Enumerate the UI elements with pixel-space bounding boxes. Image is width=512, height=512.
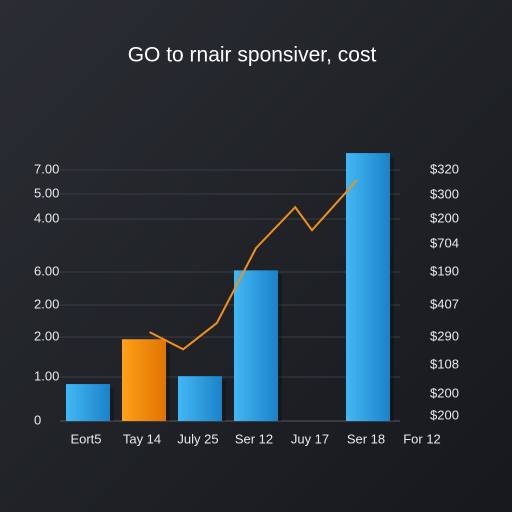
bar — [66, 384, 110, 421]
y-axis-label: 4.00 — [34, 210, 59, 225]
line — [149, 179, 358, 351]
bar — [234, 270, 278, 421]
y2-axis-label: $108 — [430, 356, 459, 371]
y-axis-label: 0 — [34, 412, 41, 427]
x-tick-label: Ser 12 — [235, 431, 273, 446]
x-tick-label: Tay 14 — [123, 431, 161, 446]
y2-axis-label: $290 — [430, 328, 459, 343]
y-axis-label: 6.00 — [34, 263, 59, 278]
y-axis-label: 5.00 — [34, 185, 59, 200]
y2-axis-label: $200 — [430, 407, 459, 422]
bar — [178, 376, 222, 421]
y2-axis-label: $407 — [430, 296, 459, 311]
y-axis-label: 2.00 — [34, 328, 59, 343]
x-tick-label: July 25 — [177, 431, 218, 446]
x-tick-label: Ser 18 — [347, 431, 385, 446]
y-axis-label: 1.00 — [34, 368, 59, 383]
x-tick-label: Juy 17 — [291, 431, 329, 446]
y2-axis-label: $190 — [430, 263, 459, 278]
y2-axis-label: $320 — [430, 161, 459, 176]
bar — [346, 153, 390, 422]
y2-axis-label: $300 — [430, 186, 459, 201]
y-axis-label: 2.00 — [34, 296, 59, 311]
x-tick-label: Eort5 — [70, 431, 101, 446]
bar — [122, 339, 166, 421]
y2-axis-label: $200 — [430, 385, 459, 400]
y-axis-label: 7.00 — [34, 161, 59, 176]
x-tick-label: For 12 — [403, 431, 441, 446]
y2-axis-label: $200 — [430, 210, 459, 225]
y2-axis-label: $704 — [430, 235, 459, 250]
chart-title: GO to rnair sponsiver, cost — [128, 44, 377, 67]
